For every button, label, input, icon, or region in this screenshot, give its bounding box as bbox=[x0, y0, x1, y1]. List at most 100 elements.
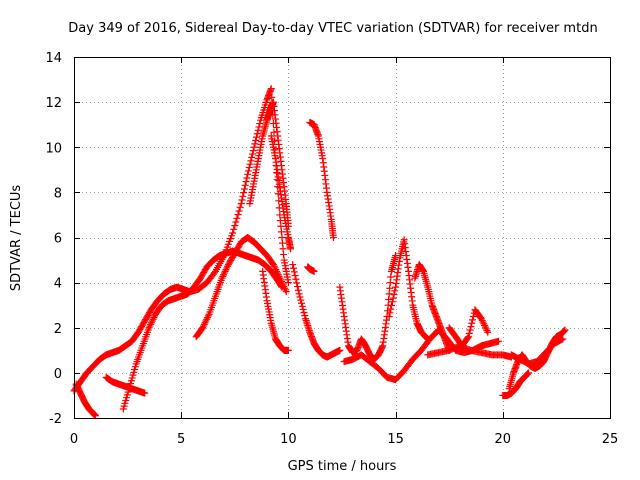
data-point bbox=[465, 329, 473, 337]
data-point bbox=[480, 320, 488, 328]
series-track-3 bbox=[267, 132, 295, 253]
data-point bbox=[239, 192, 247, 200]
data-point bbox=[147, 319, 155, 327]
data-point bbox=[249, 147, 257, 155]
data-point bbox=[244, 167, 252, 175]
data-point bbox=[468, 319, 476, 327]
data-point bbox=[235, 207, 243, 215]
data-point bbox=[199, 324, 207, 332]
data-point bbox=[242, 178, 250, 186]
data-point bbox=[289, 264, 297, 272]
x-tick-label: 25 bbox=[602, 432, 619, 447]
data-point bbox=[238, 196, 246, 204]
series-track-10 bbox=[289, 261, 344, 361]
data-point bbox=[148, 317, 156, 325]
data-point bbox=[237, 200, 245, 208]
data-point bbox=[244, 170, 252, 178]
data-point bbox=[150, 314, 158, 322]
y-axis-label: SDTVAR / TECUs bbox=[9, 185, 24, 292]
data-point bbox=[495, 337, 503, 345]
data-point bbox=[236, 203, 244, 211]
data-point bbox=[477, 315, 485, 323]
data-point bbox=[202, 317, 210, 325]
x-tick-label: 0 bbox=[70, 432, 78, 447]
data-point bbox=[220, 269, 228, 277]
series-track-14 bbox=[385, 236, 432, 343]
data-point bbox=[388, 298, 396, 306]
data-point bbox=[561, 326, 569, 334]
x-axis-label: GPS time / hours bbox=[288, 459, 397, 474]
data-point bbox=[201, 319, 209, 327]
data-point bbox=[240, 189, 248, 197]
data-point bbox=[147, 320, 155, 328]
data-point bbox=[219, 272, 227, 280]
data-point bbox=[248, 153, 256, 161]
data-point bbox=[478, 316, 486, 324]
data-point bbox=[273, 269, 281, 277]
data-point bbox=[229, 229, 237, 237]
data-point bbox=[469, 312, 477, 320]
data-point bbox=[246, 160, 254, 168]
data-point bbox=[291, 272, 299, 280]
y-tick-label: 2 bbox=[54, 322, 62, 337]
data-point bbox=[149, 315, 157, 323]
y-tick-label: 4 bbox=[54, 277, 62, 292]
data-point bbox=[279, 281, 287, 289]
series-track-1 bbox=[70, 85, 292, 395]
data-point bbox=[204, 312, 212, 320]
data-point bbox=[284, 279, 292, 287]
data-point bbox=[559, 335, 567, 343]
x-tick-label: 5 bbox=[177, 432, 185, 447]
plot-frame bbox=[74, 57, 611, 419]
data-point bbox=[388, 301, 396, 309]
data-point bbox=[386, 309, 394, 317]
data-point bbox=[141, 389, 149, 397]
data-point bbox=[464, 333, 472, 341]
data-point bbox=[255, 123, 263, 131]
series-track-2 bbox=[246, 98, 292, 230]
data-point bbox=[280, 283, 288, 291]
data-point bbox=[253, 133, 261, 141]
data-point bbox=[203, 314, 211, 322]
series-track-18 bbox=[499, 369, 533, 399]
data-point bbox=[221, 267, 229, 275]
data-point bbox=[278, 279, 286, 287]
data-point bbox=[284, 346, 292, 354]
data-point bbox=[231, 222, 239, 230]
data-point bbox=[300, 309, 308, 317]
data-point bbox=[224, 262, 232, 270]
data-point bbox=[525, 369, 533, 377]
data-point bbox=[424, 335, 432, 343]
data-point bbox=[387, 305, 395, 313]
data-point bbox=[329, 234, 337, 241]
data-point bbox=[391, 287, 399, 295]
data-point bbox=[287, 245, 295, 253]
data-point bbox=[297, 296, 305, 304]
data-point bbox=[271, 264, 279, 272]
data-point bbox=[232, 218, 240, 226]
y-tick-label: -2 bbox=[49, 412, 62, 427]
data-point bbox=[483, 327, 491, 335]
data-point bbox=[234, 211, 242, 219]
data-point bbox=[199, 322, 207, 330]
data-point bbox=[336, 346, 344, 354]
data-point bbox=[268, 93, 276, 101]
data-point bbox=[423, 334, 431, 342]
series-track-17 bbox=[445, 306, 492, 350]
data-point bbox=[245, 164, 253, 172]
data-point bbox=[277, 277, 285, 285]
series-track-12 bbox=[336, 252, 400, 363]
data-point bbox=[203, 315, 211, 323]
data-point bbox=[389, 294, 397, 302]
data-point bbox=[146, 322, 154, 330]
data-point bbox=[294, 286, 302, 294]
data-point bbox=[145, 324, 153, 332]
series-track-4 bbox=[119, 247, 286, 413]
data-point bbox=[281, 284, 289, 292]
data-point bbox=[272, 266, 280, 274]
data-point bbox=[267, 85, 275, 93]
data-point bbox=[385, 312, 393, 320]
data-point bbox=[422, 333, 430, 341]
data-point bbox=[270, 262, 278, 270]
data-point bbox=[295, 290, 303, 298]
